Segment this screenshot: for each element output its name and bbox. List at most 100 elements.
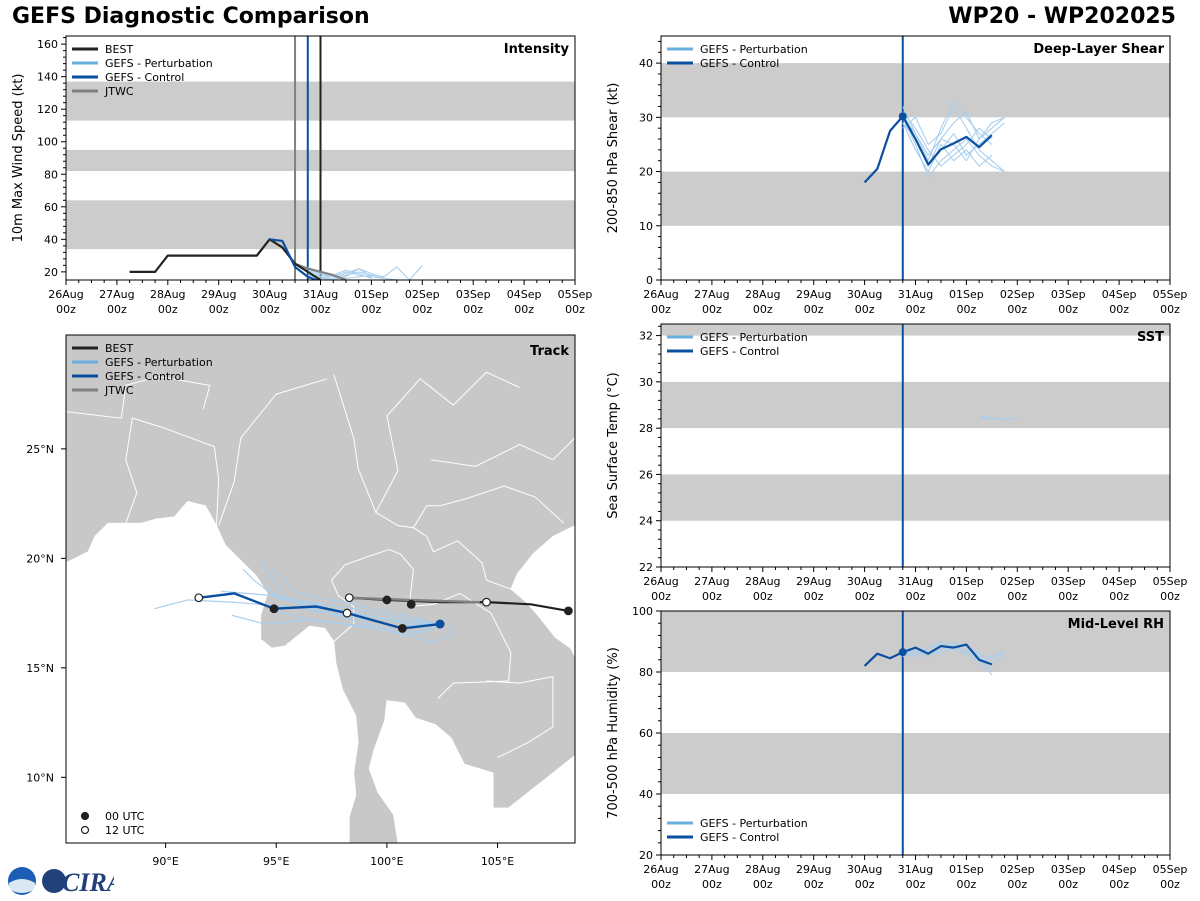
x-tick-hour-label: 00z (463, 303, 483, 316)
country-border (431, 437, 575, 467)
perturbation-track (276, 610, 455, 643)
x-tick-label: 26Aug (643, 863, 678, 876)
x-tick-label: 04Sep (1102, 863, 1137, 876)
y-tick-label: 40 (639, 57, 653, 70)
x-tick-label: 27Aug (694, 863, 729, 876)
y-axis-label: Sea Surface Temp (°C) (606, 372, 621, 519)
point-legend-label: 00 UTC (105, 810, 145, 823)
point-legend-marker (80, 811, 90, 821)
y-tick-label: 22 (639, 561, 653, 574)
lat-tick-label: 25°N (26, 443, 54, 456)
x-tick-label: 01Sep (949, 863, 984, 876)
x-tick-label: 01Sep (949, 288, 984, 301)
x-tick-hour-label: 00z (753, 303, 773, 316)
x-tick-hour-label: 00z (957, 878, 977, 891)
x-tick-label: 02Sep (405, 288, 440, 301)
perturbation-member-line (902, 111, 993, 167)
lat-tick-label: 15°N (26, 662, 54, 675)
x-tick-hour-label: 00z (804, 590, 824, 603)
analysis-marker (898, 112, 907, 121)
x-tick-hour-label: 00z (1109, 878, 1129, 891)
x-tick-hour-label: 00z (753, 590, 773, 603)
best-point-12utc (344, 593, 354, 603)
y-axis-label: 700-500 hPa Humidity (%) (606, 647, 621, 819)
x-tick-hour-label: 00z (311, 303, 331, 316)
x-tick-label: 02Sep (1000, 288, 1035, 301)
shaded-band (661, 474, 1170, 521)
control-point-12utc (194, 593, 204, 603)
shaded-band (661, 171, 1170, 226)
lon-tick-label: 105°E (481, 855, 514, 868)
x-tick-label: 04Sep (1102, 288, 1137, 301)
point-legend-label: 12 UTC (105, 824, 145, 837)
lon-tick-label: 90°E (152, 855, 178, 868)
x-tick-label: 03Sep (1051, 575, 1086, 588)
x-tick-label: 27Aug (694, 575, 729, 588)
shaded-band (661, 611, 1170, 672)
x-tick-hour-label: 00z (651, 303, 671, 316)
x-tick-hour-label: 00z (804, 878, 824, 891)
x-tick-label: 31Aug (898, 288, 933, 301)
jtwc-track (349, 596, 480, 604)
x-tick-hour-label: 00z (1058, 590, 1078, 603)
x-tick-hour-label: 00z (957, 303, 977, 316)
legend-label: BEST (105, 342, 133, 355)
legend-label: GEFS - Perturbation (700, 331, 808, 344)
country-border (413, 527, 511, 590)
perturbation-member-line (902, 643, 993, 673)
x-tick-label: 05Sep (1153, 575, 1188, 588)
shaded-band (661, 324, 1170, 336)
legend-label: GEFS - Control (700, 831, 779, 844)
y-tick-label: 40 (639, 788, 653, 801)
axes-frame (660, 323, 1171, 568)
y-tick-label: 20 (44, 266, 58, 279)
control-analysis-point (435, 619, 445, 629)
x-tick-hour-label: 00z (855, 878, 875, 891)
perturbation-member-line (902, 105, 1005, 172)
x-tick-label: 29Aug (796, 863, 831, 876)
x-tick-label: 26Aug (643, 288, 678, 301)
x-tick-hour-label: 00z (1160, 303, 1180, 316)
perturbation-member-line (979, 416, 1005, 421)
y-tick-label: 40 (44, 233, 58, 246)
legend-label: GEFS - Perturbation (105, 356, 213, 369)
x-tick-label: 30Aug (847, 863, 882, 876)
perturbation-member-line (307, 264, 423, 280)
control-line (863, 643, 993, 667)
plot-area (661, 611, 1170, 855)
x-tick-label: 27Aug (99, 288, 134, 301)
perturbation-member-line (307, 268, 397, 280)
x-tick-hour-label: 00z (1007, 590, 1027, 603)
best-point-12utc (482, 597, 491, 607)
control-point-00utc (269, 604, 279, 614)
y-tick-label: 24 (639, 515, 653, 528)
legend-label: GEFS - Control (700, 57, 779, 70)
x-tick-label: 04Sep (507, 288, 542, 301)
point-legend-marker (80, 825, 90, 835)
x-tick-hour-label: 00z (1160, 878, 1180, 891)
y-tick-label: 20 (639, 849, 653, 862)
panel-intensity: 20 40 60 80 100 120 140 160 26Aug 00z 27Aug 00z 28Au… (11, 35, 592, 316)
country-border (333, 374, 565, 529)
x-tick-hour-label: 00z (514, 303, 534, 316)
x-tick-label: 04Sep (1102, 575, 1137, 588)
panel-title: SST (1137, 330, 1164, 345)
legend-label: GEFS - Perturbation (105, 57, 213, 70)
x-tick-hour-label: 00z (107, 303, 127, 316)
best-point-00utc (382, 595, 392, 605)
x-tick-hour-label: 00z (209, 303, 229, 316)
x-tick-label: 30Aug (847, 288, 882, 301)
country-border (330, 549, 390, 642)
cira-globe-icon (42, 869, 66, 893)
y-tick-label: 32 (639, 330, 653, 343)
axes-frame (65, 334, 576, 844)
x-tick-hour-label: 00z (362, 303, 382, 316)
perturbation-track (242, 568, 441, 625)
best-point-00utc (563, 606, 573, 616)
x-tick-label: 05Sep (1153, 863, 1188, 876)
legend-label: JTWC (104, 85, 134, 98)
lat-tick-label: 20°N (26, 552, 54, 565)
country-border (218, 378, 328, 526)
legend-label: JTWC (104, 384, 134, 397)
cira-logo: CIRA (4, 865, 124, 901)
